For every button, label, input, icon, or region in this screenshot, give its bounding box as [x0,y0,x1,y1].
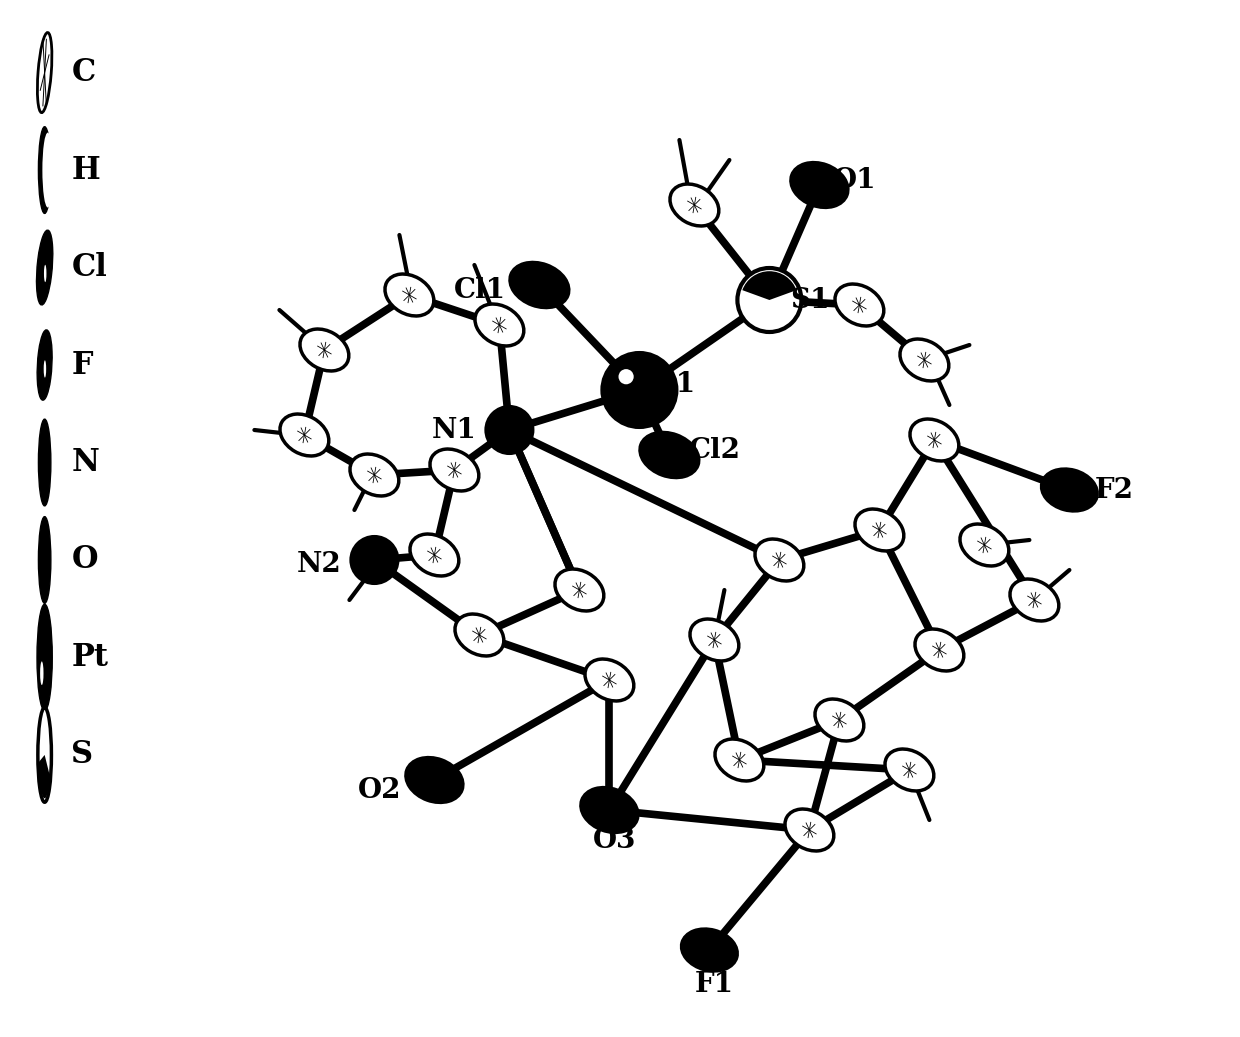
Ellipse shape [1009,579,1059,621]
Text: Cl1: Cl1 [454,277,506,304]
Circle shape [601,352,677,428]
Circle shape [351,536,398,584]
Text: O2: O2 [357,777,402,804]
Text: S1: S1 [790,286,830,313]
Text: O1: O1 [832,167,877,194]
Ellipse shape [689,619,739,661]
Text: Cl: Cl [72,252,107,283]
Wedge shape [38,755,50,798]
Ellipse shape [755,539,804,581]
Ellipse shape [815,699,864,741]
Ellipse shape [681,928,738,972]
Ellipse shape [910,419,959,461]
Ellipse shape [790,162,848,208]
Ellipse shape [350,454,399,496]
Circle shape [619,369,634,385]
Ellipse shape [455,614,503,656]
Circle shape [38,516,51,604]
Ellipse shape [384,274,434,316]
Circle shape [42,133,53,207]
Ellipse shape [405,757,464,803]
Circle shape [38,707,51,803]
Text: C: C [72,57,95,88]
Ellipse shape [585,660,634,701]
Circle shape [38,127,51,214]
Ellipse shape [430,449,479,491]
Text: S: S [72,739,93,770]
Ellipse shape [410,534,459,576]
Ellipse shape [670,184,719,226]
Text: O3: O3 [593,826,636,853]
Ellipse shape [36,230,53,305]
Ellipse shape [37,330,52,400]
Ellipse shape [556,569,604,611]
Ellipse shape [280,414,329,456]
Text: N1: N1 [432,417,476,444]
Text: F1: F1 [694,972,734,999]
Text: Cl2: Cl2 [688,437,740,464]
Circle shape [43,360,46,377]
Ellipse shape [885,749,934,791]
Text: N2: N2 [298,552,342,579]
Text: F: F [72,349,93,381]
Ellipse shape [785,809,833,851]
Ellipse shape [835,284,884,326]
Ellipse shape [915,629,963,671]
Text: F2: F2 [1095,476,1133,504]
Ellipse shape [1040,469,1097,511]
Text: N: N [72,447,99,478]
Ellipse shape [580,787,639,833]
Text: Pt: Pt [72,642,108,673]
Ellipse shape [640,431,699,478]
Text: Pt1: Pt1 [642,371,696,398]
Ellipse shape [854,509,904,551]
Text: O: O [72,544,98,576]
Ellipse shape [475,304,523,346]
Ellipse shape [900,339,949,381]
Circle shape [40,662,43,685]
Ellipse shape [715,739,764,781]
Ellipse shape [960,524,1009,566]
Wedge shape [743,272,796,300]
Circle shape [37,605,52,710]
Circle shape [43,264,46,282]
Ellipse shape [510,261,569,308]
Text: H: H [72,155,100,186]
Circle shape [38,419,51,506]
Ellipse shape [300,329,348,371]
Circle shape [485,407,533,454]
Ellipse shape [37,32,52,113]
Circle shape [738,268,801,332]
